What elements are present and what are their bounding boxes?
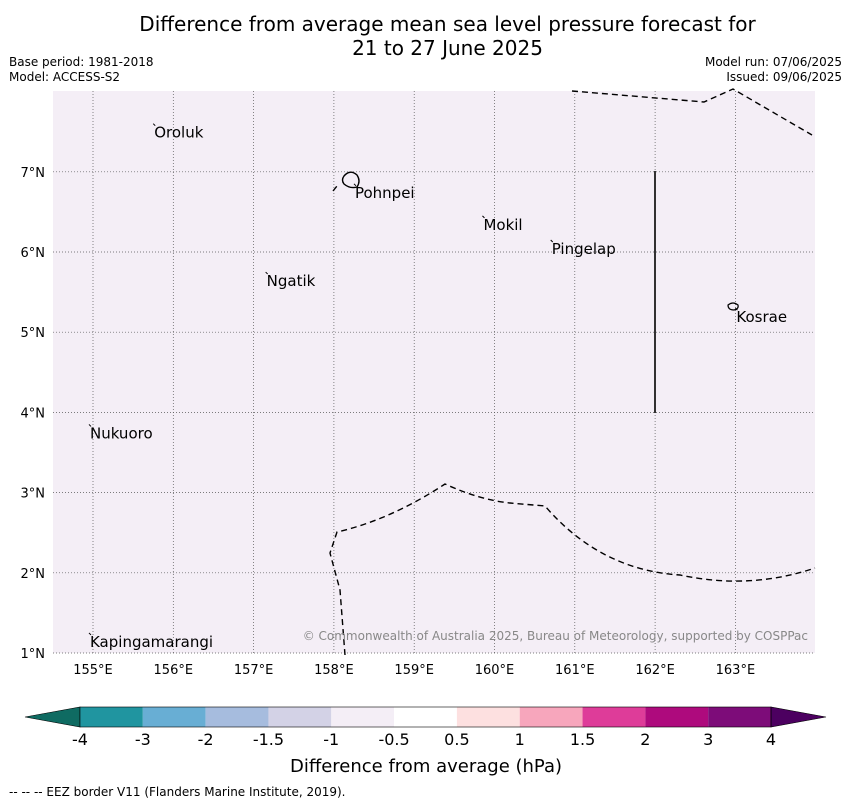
place-marker bbox=[88, 632, 92, 636]
place-marker bbox=[88, 424, 92, 427]
lon-tick-label: 159°E bbox=[394, 663, 434, 678]
title-line-2: 21 to 27 June 2025 bbox=[352, 36, 543, 60]
place-label: Ngatik bbox=[267, 272, 316, 290]
issued-date: Issued: 09/06/2025 bbox=[726, 70, 842, 84]
axis-labels: 155°E 156°E 157°E 158°E 159°E 160°E 161°E 162°E… bbox=[21, 166, 756, 678]
lat-tick-label: 2°N bbox=[21, 567, 46, 582]
kosrae-island-shape bbox=[727, 302, 739, 311]
place-marker bbox=[550, 239, 554, 243]
place-label: Pingelap bbox=[552, 240, 616, 258]
colorbar-tick-label: -4 bbox=[72, 730, 88, 749]
lon-tick-label: 161°E bbox=[555, 663, 595, 678]
colorbar-swatch bbox=[331, 707, 395, 727]
colorbar-tick-label: 2 bbox=[640, 730, 650, 749]
lon-tick-label: 156°E bbox=[154, 663, 194, 678]
base-period: Base period: 1981-2018 bbox=[9, 55, 154, 69]
place-marker bbox=[482, 215, 485, 219]
lon-tick-label: 157°E bbox=[234, 663, 274, 678]
colorbar-tick-label: 0.5 bbox=[444, 730, 469, 749]
colorbar-tick-label: 1 bbox=[515, 730, 525, 749]
place-label: Mokil bbox=[483, 216, 522, 234]
colorbar-tick-label: -1 bbox=[323, 730, 339, 749]
lat-tick-label: 7°N bbox=[21, 166, 46, 181]
colorbar-swatch bbox=[456, 707, 520, 727]
lon-tick-label: 160°E bbox=[475, 663, 515, 678]
chart-title: Difference from average mean sea level p… bbox=[0, 12, 850, 60]
lon-tick-label: 158°E bbox=[314, 663, 354, 678]
colorbar-tick-label: 3 bbox=[703, 730, 713, 749]
place-label: Nukuoro bbox=[90, 424, 153, 442]
colorbar: -4 -3 -2 -1.5 -1 -0.5 0.5 1 1.5 2 3 4 bbox=[24, 706, 827, 749]
colorbar-tick-label: -1.5 bbox=[253, 730, 284, 749]
eez-border-south bbox=[329, 483, 816, 656]
place-marker bbox=[265, 271, 268, 275]
colorbar-swatch bbox=[268, 707, 332, 727]
colorbar-extend-low bbox=[24, 706, 81, 728]
colorbar-swatch bbox=[80, 707, 143, 727]
place-label: Pohnpei bbox=[355, 184, 415, 202]
lon-tick-label: 163°E bbox=[716, 663, 756, 678]
place-label: Kapingamarangi bbox=[90, 633, 213, 651]
colorbar-tick-label: -0.5 bbox=[378, 730, 409, 749]
place-labels: Oroluk Pohnpei Mokil Pingelap Ngatik Kosrae Nu… bbox=[88, 123, 787, 651]
colorbar-swatch bbox=[582, 707, 646, 727]
eez-border-fragment bbox=[332, 185, 338, 192]
colorbar-swatch bbox=[394, 707, 457, 727]
lat-tick-label: 1°N bbox=[21, 647, 46, 662]
place-label: Oroluk bbox=[154, 124, 203, 142]
meta-left: Base period: 1981-2018 Model: ACCESS-S2 bbox=[9, 55, 154, 85]
lon-tick-label: 162°E bbox=[635, 663, 675, 678]
lat-tick-label: 3°N bbox=[21, 487, 46, 502]
colorbar-swatch bbox=[142, 707, 206, 727]
model-run: Model run: 07/06/2025 bbox=[704, 55, 842, 69]
copyright-notice: © Commonwealth of Australia 2025, Bureau… bbox=[303, 629, 808, 643]
colorbar-swatch bbox=[205, 707, 269, 727]
eez-borders bbox=[329, 88, 816, 656]
model-name: Model: ACCESS-S2 bbox=[9, 70, 121, 84]
lat-tick-label: 4°N bbox=[21, 406, 46, 421]
place-marker bbox=[735, 307, 738, 311]
lat-tick-label: 5°N bbox=[21, 326, 46, 341]
colorbar-tick-label: 1.5 bbox=[570, 730, 595, 749]
colorbar-swatch bbox=[645, 707, 709, 727]
colorbar-outline bbox=[79, 706, 772, 728]
place-label: Kosrae bbox=[736, 308, 787, 326]
colorbar-extend-high bbox=[770, 706, 827, 728]
lat-tick-label: 6°N bbox=[21, 246, 46, 261]
lon-tick-label: 155°E bbox=[73, 663, 113, 678]
place-marker bbox=[152, 123, 156, 127]
place-marker bbox=[353, 183, 357, 187]
footer-note: -- -- -- EEZ border V11 (Flanders Marine… bbox=[9, 785, 346, 799]
pohnpei-island-shape bbox=[341, 171, 360, 189]
colorbar-tick-label: -2 bbox=[198, 730, 214, 749]
colorbar-swatch bbox=[519, 707, 583, 727]
colorbar-swatch bbox=[708, 707, 771, 727]
title-line-1: Difference from average mean sea level p… bbox=[139, 12, 756, 36]
colorbar-title: Difference from average (hPa) bbox=[290, 756, 562, 777]
colorbar-tick-label: 4 bbox=[766, 730, 776, 749]
colorbar-tick-label: -3 bbox=[135, 730, 151, 749]
map-background bbox=[53, 91, 815, 653]
meta-right: Model run: 07/06/2025 Issued: 09/06/2025 bbox=[705, 55, 842, 85]
